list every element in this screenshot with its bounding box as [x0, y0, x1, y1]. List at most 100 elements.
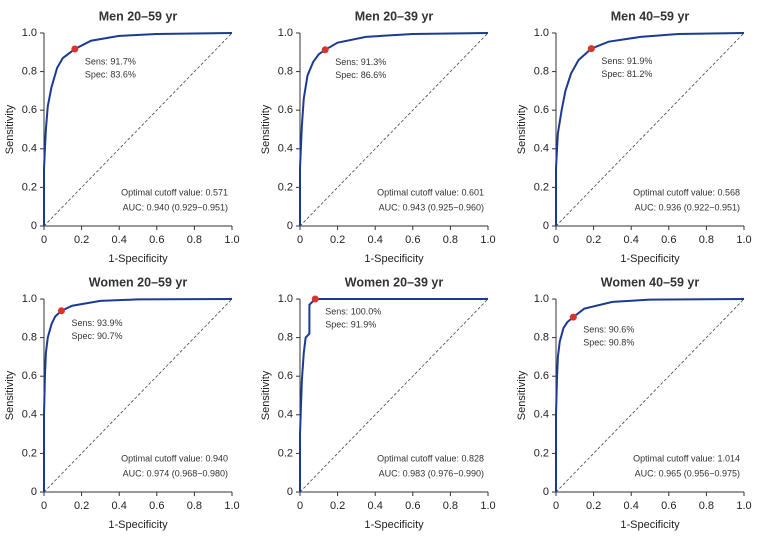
y-axis-label: Sensitivity: [4, 104, 16, 154]
chart-title: Men 40–59 yr: [611, 9, 690, 23]
y-tick-label: 1.0: [278, 293, 293, 305]
y-tick-label: 0: [287, 486, 293, 498]
y-axis-label: Sensitivity: [516, 104, 528, 154]
cutoff-auc-label: AUC: 0.974 (0.968−0.980): [123, 468, 228, 478]
y-tick-label: 0.6: [534, 104, 549, 116]
x-tick-label: 0: [41, 234, 47, 246]
x-tick-label: 0.6: [405, 500, 420, 512]
optimal-point: [587, 45, 595, 53]
y-tick-label: 0.8: [22, 332, 37, 344]
optimal-point: [569, 313, 577, 321]
x-tick-label: 0.2: [330, 500, 345, 512]
chart-title: Women 40–59 yr: [601, 275, 700, 289]
y-tick-label: 0.2: [22, 447, 37, 459]
x-tick-label: 0.6: [661, 500, 676, 512]
cutoff-auc-label: Optimal cutoff value: 1.014: [633, 453, 740, 463]
y-axis-label: Sensitivity: [4, 370, 16, 420]
x-tick-label: 0.8: [443, 234, 458, 246]
y-tick-label: 0.8: [534, 66, 549, 78]
y-tick-label: 0.2: [278, 181, 293, 193]
cutoff-auc-label: Optimal cutoff value: 0.828: [377, 453, 484, 463]
x-tick-label: 0.8: [187, 500, 202, 512]
cutoff-auc-label: Optimal cutoff value: 0.601: [377, 187, 484, 197]
x-tick-label: 0: [41, 500, 47, 512]
x-tick-label: 0.8: [699, 500, 714, 512]
y-tick-label: 1.0: [22, 293, 37, 305]
x-tick-label: 1.0: [224, 234, 239, 246]
y-tick-label: 0.8: [534, 332, 549, 344]
x-tick-label: 0.4: [368, 500, 383, 512]
roc-curve: [299, 32, 489, 226]
sens-spec-label: Sens: 91.7%: [85, 56, 136, 66]
sens-spec-label: Spec: 91.9%: [325, 319, 376, 329]
x-tick-label: 0.4: [368, 234, 383, 246]
chart-title: Women 20–59 yr: [89, 275, 188, 289]
roc-curve: [299, 298, 488, 492]
x-tick-label: 0.2: [586, 500, 601, 512]
x-tick-label: 0.8: [699, 234, 714, 246]
cutoff-auc-label: AUC: 0.940 (0.929−0.951): [123, 202, 228, 212]
y-tick-label: 1.0: [278, 27, 293, 39]
optimal-point: [57, 307, 65, 315]
y-tick-label: 0.2: [278, 447, 293, 459]
x-tick-label: 1.0: [736, 500, 751, 512]
x-tick-label: 0.4: [624, 500, 639, 512]
chart-title: Men 20–39 yr: [355, 9, 434, 23]
y-tick-label: 0: [287, 220, 293, 232]
sens-spec-label: Sens: 100.0%: [325, 306, 381, 316]
sens-spec-label: Sens: 93.9%: [71, 318, 122, 328]
y-tick-label: 0.6: [22, 104, 37, 116]
sens-spec-label: Spec: 86.6%: [335, 70, 386, 80]
x-tick-label: 1.0: [736, 234, 751, 246]
roc-curve: [43, 32, 233, 226]
sens-spec-label: Spec: 83.6%: [85, 69, 136, 79]
y-tick-label: 1.0: [534, 27, 549, 39]
y-tick-label: 0: [31, 220, 37, 232]
x-tick-label: 0.4: [624, 234, 639, 246]
y-tick-label: 0: [543, 220, 549, 232]
cutoff-auc-label: AUC: 0.943 (0.925−0.960): [379, 202, 484, 212]
y-tick-label: 0.4: [278, 409, 293, 421]
cutoff-auc-label: AUC: 0.965 (0.956−0.975): [635, 468, 740, 478]
x-axis-label: 1-Specificity: [364, 253, 424, 265]
y-tick-label: 0.4: [278, 143, 293, 155]
chart-title: Women 20–39 yr: [345, 275, 444, 289]
y-tick-label: 0.8: [278, 66, 293, 78]
y-tick-label: 0.4: [22, 143, 37, 155]
sens-spec-label: Sens: 91.3%: [335, 57, 386, 67]
x-tick-label: 0.4: [112, 234, 127, 246]
y-tick-label: 0.4: [534, 409, 549, 421]
chart-title: Men 20–59 yr: [99, 9, 178, 23]
y-tick-label: 0.6: [534, 370, 549, 382]
y-axis-label: Sensitivity: [516, 370, 528, 420]
optimal-point: [321, 46, 329, 54]
optimal-point: [311, 295, 319, 303]
x-tick-label: 0.2: [74, 500, 89, 512]
sens-spec-label: Spec: 90.7%: [71, 331, 122, 341]
y-axis-label: Sensitivity: [260, 370, 272, 420]
x-axis-label: 1-Specificity: [364, 519, 424, 531]
x-tick-label: 0: [297, 500, 303, 512]
sens-spec-label: Sens: 90.6%: [583, 325, 634, 335]
y-tick-label: 0.6: [278, 370, 293, 382]
roc-curve: [555, 32, 745, 226]
y-tick-label: 0.6: [278, 104, 293, 116]
x-tick-label: 0.6: [149, 234, 164, 246]
x-tick-label: 0.8: [187, 234, 202, 246]
roc-curve: [555, 298, 745, 492]
sens-spec-label: Sens: 91.9%: [601, 56, 652, 66]
cutoff-auc-label: Optimal cutoff value: 0.571: [121, 187, 228, 197]
y-axis-label: Sensitivity: [260, 104, 272, 154]
x-tick-label: 0.6: [661, 234, 676, 246]
x-tick-label: 0.6: [149, 500, 164, 512]
x-tick-label: 1.0: [224, 500, 239, 512]
y-tick-label: 0.2: [22, 181, 37, 193]
x-tick-label: 0: [553, 500, 559, 512]
x-axis-label: 1-Specificity: [620, 519, 680, 531]
x-tick-label: 0.6: [405, 234, 420, 246]
cutoff-auc-label: Optimal cutoff value: 0.940: [121, 453, 228, 463]
optimal-point: [71, 45, 79, 53]
x-tick-label: 0.4: [112, 500, 127, 512]
y-tick-label: 0.8: [278, 332, 293, 344]
